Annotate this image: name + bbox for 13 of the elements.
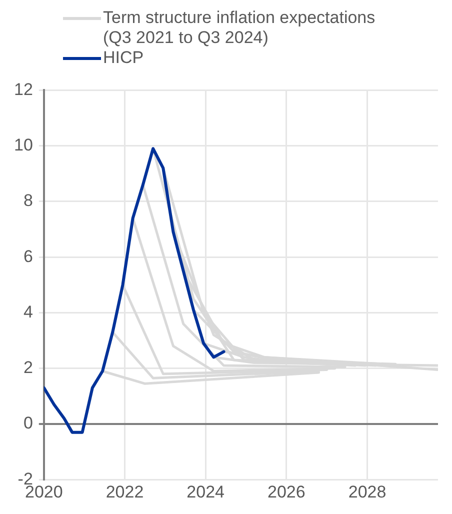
y-tick-label: 12 — [14, 80, 33, 99]
y-tick-label: 0 — [23, 414, 33, 433]
y-tick-label: 4 — [23, 302, 33, 322]
x-tick-label: 2024 — [186, 482, 224, 502]
legend-label: Term structure inflation expectations (Q3 2021 to Q3 2024) — [103, 8, 376, 48]
x-tick-label: 2026 — [268, 482, 306, 502]
y-tick-label: 10 — [14, 136, 33, 155]
legend-label: HICP — [103, 48, 144, 68]
y-tick-label: 2 — [23, 358, 33, 378]
y-tick-label: 8 — [23, 191, 33, 210]
x-tick-label: 2028 — [348, 482, 386, 502]
x-tick-label: 2022 — [106, 482, 144, 502]
y-tick-label: 6 — [23, 246, 33, 266]
